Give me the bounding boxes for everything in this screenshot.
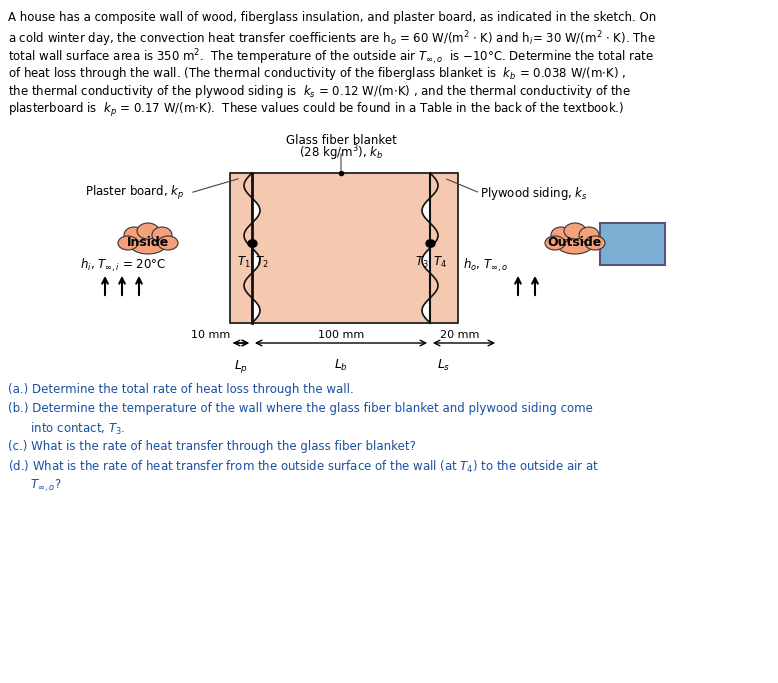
Text: $T_2$: $T_2$ [255, 255, 269, 270]
Text: of heat loss through the wall. (The thermal conductivity of the fiberglass blank: of heat loss through the wall. (The ther… [8, 65, 626, 82]
Text: 20 mm: 20 mm [440, 330, 480, 340]
Text: Plaster board, $k_p$: Plaster board, $k_p$ [85, 184, 184, 202]
Text: A house has a composite wall of wood, fiberglass insulation, and plaster board, : A house has a composite wall of wood, fi… [8, 11, 657, 24]
Ellipse shape [124, 227, 144, 243]
Ellipse shape [158, 236, 178, 250]
Ellipse shape [551, 227, 571, 243]
Text: into contact, $T_3$.: into contact, $T_3$. [8, 421, 125, 437]
Text: (28 kg/m$^3$), $k_b$: (28 kg/m$^3$), $k_b$ [299, 143, 384, 163]
Text: the thermal conductivity of the plywood siding is  $k_s$ = 0.12 W/(m$\cdot$K) , : the thermal conductivity of the plywood … [8, 83, 631, 100]
Text: Outside: Outside [548, 236, 602, 249]
Text: 100 mm: 100 mm [318, 330, 364, 340]
Ellipse shape [152, 227, 172, 243]
Text: $T_1$: $T_1$ [237, 255, 251, 270]
Ellipse shape [545, 236, 565, 250]
Text: Inside: Inside [127, 236, 169, 249]
Ellipse shape [564, 223, 586, 239]
Text: $L_s$: $L_s$ [437, 358, 450, 373]
Text: 10 mm: 10 mm [191, 330, 230, 340]
Polygon shape [244, 173, 438, 323]
Text: plasterboard is  $k_p$ = 0.17 W/(m$\cdot$K).  These values could be found in a T: plasterboard is $k_p$ = 0.17 W/(m$\cdot$… [8, 101, 624, 119]
Text: $T_{\infty,o}$?: $T_{\infty,o}$? [8, 478, 61, 494]
Text: (d.) What is the rate of heat transfer from the outside surface of the wall (at : (d.) What is the rate of heat transfer f… [8, 459, 599, 475]
Text: a cold winter day, the convection heat transfer coefficients are h$_o$ = 60 W/(m: a cold winter day, the convection heat t… [8, 29, 656, 48]
Text: $L_b$: $L_b$ [334, 358, 348, 373]
Text: $h_o$, $T_{\infty,o}$: $h_o$, $T_{\infty,o}$ [463, 256, 508, 274]
Text: $T_3$: $T_3$ [415, 255, 429, 270]
Ellipse shape [556, 232, 594, 254]
Ellipse shape [585, 236, 605, 250]
Ellipse shape [137, 223, 159, 239]
Ellipse shape [129, 232, 167, 254]
Ellipse shape [579, 227, 599, 243]
Text: Plywood siding, $k_s$: Plywood siding, $k_s$ [480, 184, 588, 201]
Text: $T_4$: $T_4$ [433, 255, 447, 270]
Text: (b.) Determine the temperature of the wall where the glass fiber blanket and ply: (b.) Determine the temperature of the wa… [8, 402, 593, 415]
Bar [230, 173, 252, 323]
Text: (c.) What is the rate of heat transfer through the glass fiber blanket?: (c.) What is the rate of heat transfer t… [8, 440, 416, 453]
Text: Glass fiber blanket: Glass fiber blanket [286, 133, 397, 146]
Bar [600, 223, 665, 265]
Ellipse shape [118, 236, 138, 250]
Text: total wall surface area is 350 m$^2$.  The temperature of the outside air $T_{\i: total wall surface area is 350 m$^2$. Th… [8, 47, 654, 67]
Text: $h_i$, $T_{\infty,i}$ = 20°C: $h_i$, $T_{\infty,i}$ = 20°C [80, 256, 166, 274]
Bar [430, 173, 458, 323]
Text: (a.) Determine the total rate of heat loss through the wall.: (a.) Determine the total rate of heat lo… [8, 383, 354, 396]
Text: $L_p$: $L_p$ [234, 358, 248, 375]
